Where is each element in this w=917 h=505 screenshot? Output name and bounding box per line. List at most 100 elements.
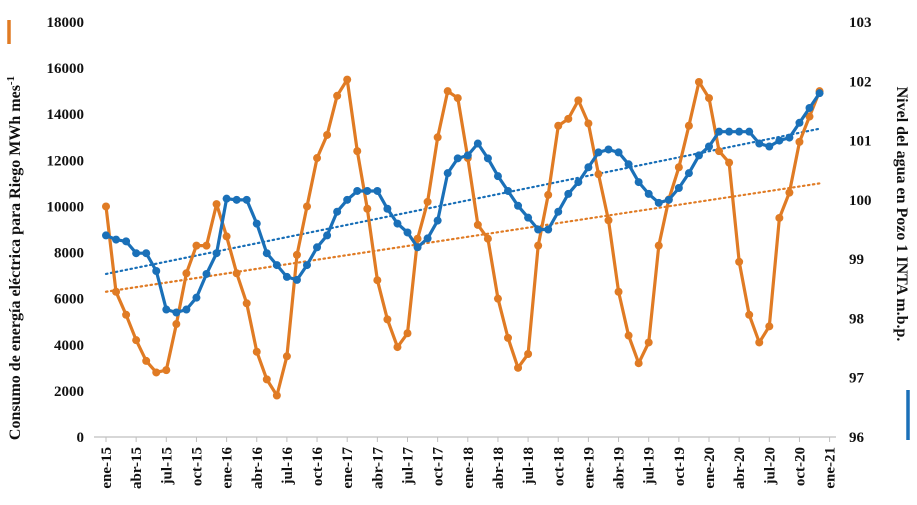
data-point-water	[443, 169, 452, 178]
data-point-water	[483, 154, 492, 163]
x-axis-tick-label: oct-15	[189, 447, 205, 486]
data-point-energy	[303, 202, 311, 211]
x-axis-tick-label: abr-15	[129, 447, 145, 489]
data-point-water	[514, 201, 523, 210]
data-point-water	[745, 127, 754, 136]
left-axis-tick-label: 6000	[54, 292, 84, 308]
data-point-energy	[222, 232, 231, 241]
x-axis-tick-label: jul-17	[401, 447, 417, 486]
data-point-energy	[705, 94, 713, 103]
data-point-energy	[132, 336, 141, 345]
left-axis-tick-label: 16000	[47, 61, 85, 77]
left-axis-tick-label: 12000	[47, 153, 85, 169]
data-point-energy	[202, 241, 211, 250]
data-point-energy	[574, 96, 583, 105]
left-axis-tick-label: 4000	[54, 338, 84, 354]
data-point-energy	[393, 343, 402, 352]
data-point-water	[433, 216, 442, 225]
left-axis-title-text: Consumo de energía eléctrica para Riego …	[7, 85, 24, 440]
data-point-water	[292, 275, 301, 284]
x-axis-tick-label: abr-17	[370, 447, 386, 489]
data-point-water	[323, 231, 332, 240]
data-point-water	[242, 195, 251, 204]
data-point-water	[765, 142, 774, 151]
data-point-water	[303, 261, 311, 270]
x-axis-tick-label: ene-15	[99, 447, 115, 489]
data-point-water	[232, 195, 241, 204]
data-point-water	[182, 305, 191, 314]
data-point-water	[584, 163, 593, 172]
right-axis-tick-label: 97	[849, 371, 865, 387]
data-point-water	[112, 235, 121, 244]
data-point-energy	[272, 391, 281, 400]
x-axis-tick-label: oct-17	[431, 447, 447, 487]
data-point-energy	[504, 333, 512, 342]
data-point-energy	[614, 287, 623, 296]
data-point-energy	[373, 276, 382, 285]
data-point-energy	[624, 331, 633, 340]
data-point-energy	[353, 147, 362, 156]
left-axis-tick-label: 14000	[47, 107, 85, 123]
x-axis-tick-label: jul-15	[159, 447, 175, 486]
data-point-water	[142, 249, 151, 258]
data-point-water	[132, 249, 141, 258]
data-point-water	[212, 249, 221, 258]
trendlines	[104, 127, 821, 293]
left-axis-ticks: 0 2000 4000 6000 8000 10000 12000 14000 16000 180…	[47, 15, 85, 446]
x-axis-ticks: ene-15 abr-15 jul-15 oct-15 ene-16 abr-16 jul-…	[99, 437, 839, 489]
data-point-energy	[483, 234, 492, 243]
data-point-water	[353, 186, 362, 195]
data-point-energy	[554, 121, 563, 130]
data-point-water	[363, 186, 372, 195]
x-axis-tick-label: abr-20	[732, 447, 748, 489]
left-axis-title-superscript: -1	[5, 76, 17, 85]
data-point-energy	[785, 188, 794, 197]
data-point-water	[373, 186, 382, 195]
series-water	[102, 89, 824, 317]
data-point-energy	[192, 241, 201, 250]
data-point-water	[694, 151, 703, 160]
data-point-energy	[775, 213, 784, 222]
data-point-energy	[242, 299, 251, 308]
data-point-water	[122, 237, 131, 246]
data-point-water	[674, 184, 683, 192]
data-point-energy	[805, 112, 814, 121]
data-point-energy	[323, 130, 332, 139]
x-axis-tick-label: oct-18	[551, 447, 567, 486]
data-point-energy	[604, 216, 613, 225]
data-point-water	[102, 231, 110, 240]
data-point-water	[544, 225, 553, 234]
data-point-water	[785, 133, 794, 142]
x-axis-tick-label: ene-20	[702, 447, 718, 489]
data-point-energy	[735, 257, 744, 266]
data-point-water	[403, 228, 412, 237]
data-point-water	[172, 308, 181, 317]
x-axis-tick-label: abr-18	[491, 447, 507, 489]
data-point-water	[594, 148, 603, 157]
data-point-energy	[212, 200, 221, 209]
data-point-water	[453, 154, 462, 163]
data-point-water	[152, 267, 161, 275]
data-point-water	[574, 178, 583, 187]
data-point-energy	[182, 269, 191, 278]
trendline-energy	[104, 182, 821, 293]
right-axis-tick-label: 99	[849, 252, 864, 268]
data-point-water	[252, 219, 261, 228]
x-axis-tick-label: oct-19	[672, 447, 688, 486]
data-point-energy	[493, 294, 502, 303]
data-point-energy	[252, 347, 261, 356]
x-axis-tick-label: jul-16	[280, 447, 296, 486]
data-point-energy	[564, 114, 573, 123]
data-point-energy	[755, 338, 764, 347]
data-point-water	[564, 189, 573, 198]
left-axis-tick-label: 8000	[54, 246, 84, 262]
data-point-energy	[152, 368, 161, 377]
data-point-energy	[725, 158, 734, 167]
data-point-energy	[795, 137, 804, 146]
data-point-energy	[443, 87, 452, 96]
data-point-water	[654, 198, 663, 207]
data-point-water	[423, 234, 432, 243]
data-point-water	[775, 136, 784, 145]
data-point-energy	[112, 287, 121, 296]
data-point-water	[715, 127, 724, 136]
